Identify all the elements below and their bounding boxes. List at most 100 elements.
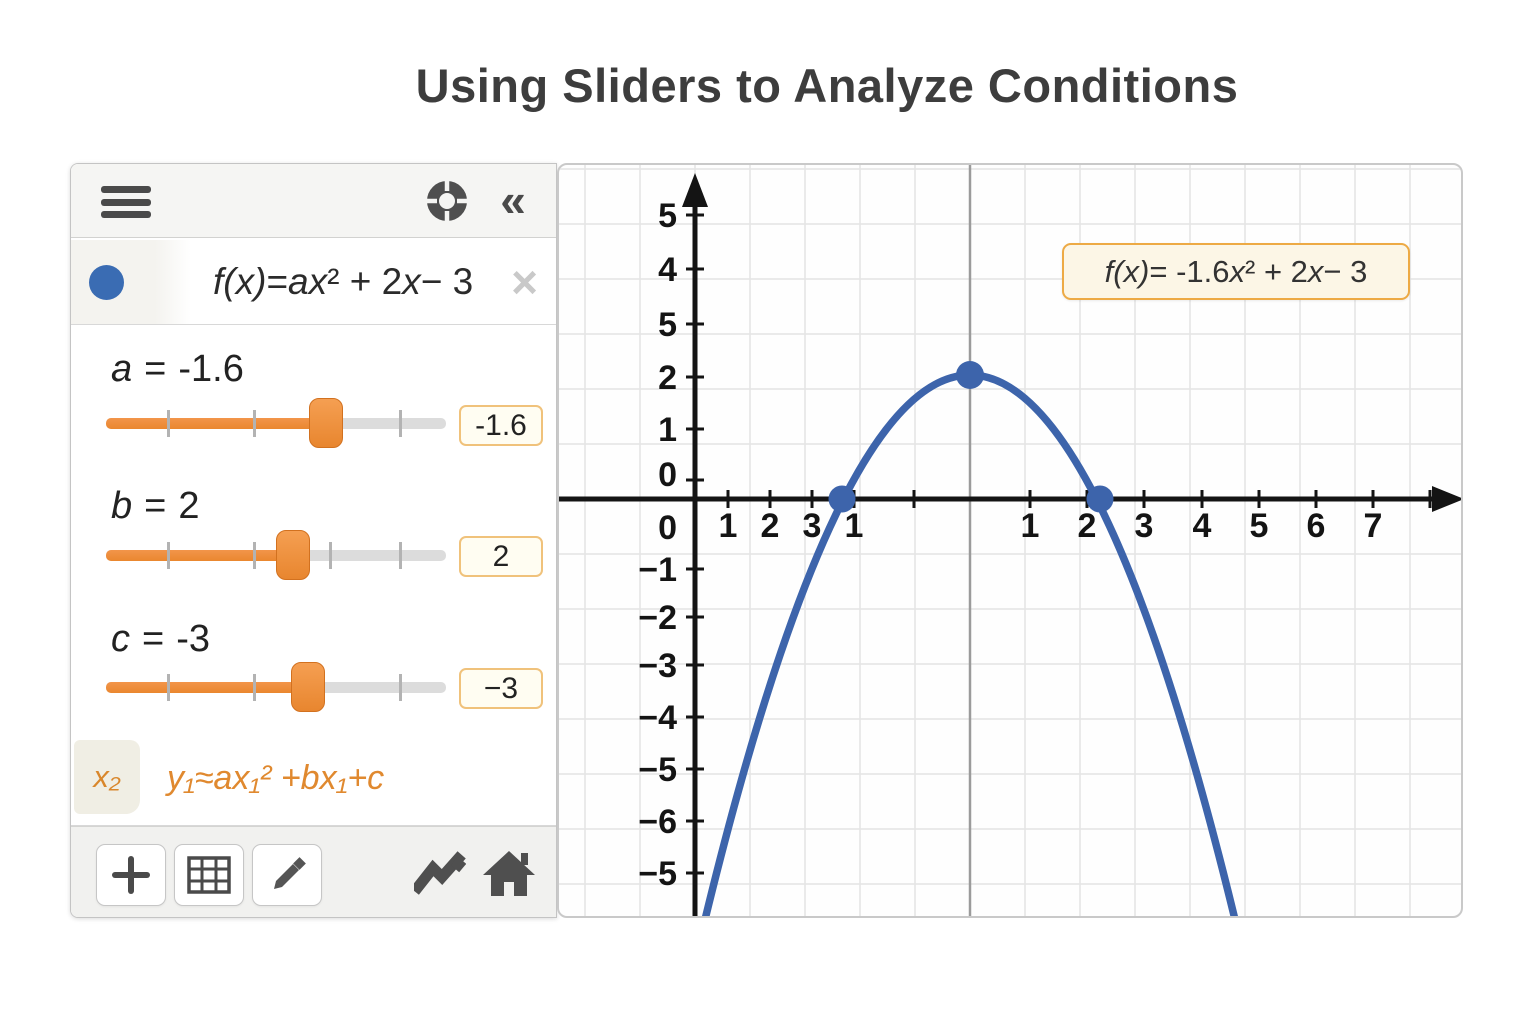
- collapse-panel-icon[interactable]: «: [500, 174, 526, 226]
- slider-c-var: c: [111, 618, 130, 660]
- x-tick-label: 3: [803, 507, 822, 545]
- math-part: ax: [288, 260, 328, 302]
- page-title: Using Sliders to Analyze Conditions: [415, 59, 1239, 112]
- gear-icon[interactable]: [423, 177, 471, 225]
- slider-tick: [399, 674, 402, 701]
- edit-pencil-button[interactable]: [252, 844, 322, 906]
- expression-y1-math[interactable]: y₁ ≈ ax₁ ² + bx₁ + c: [167, 732, 384, 825]
- vertex-point[interactable]: [956, 361, 984, 389]
- math-part: f(x): [213, 260, 267, 302]
- y-tick-label: −3: [638, 647, 677, 685]
- slider-tick: [167, 410, 170, 437]
- expression-row-y1[interactable]: x₂ y₁ ≈ ax₁ ² + bx₁ + c: [71, 732, 556, 826]
- y-axis-arrowhead: [682, 173, 708, 207]
- slider-b-label: b = 2: [111, 485, 199, 528]
- math-part: ² + 2: [1245, 253, 1308, 289]
- math-part: x: [1229, 253, 1246, 289]
- math-part: =: [266, 260, 289, 302]
- slider-tick: [253, 542, 256, 569]
- math-part: ax₁: [213, 759, 261, 797]
- menu-icon[interactable]: [101, 186, 151, 218]
- x-tick-label: 1: [845, 507, 864, 545]
- math-part: ² +: [260, 759, 301, 797]
- page-title-wrap: Using Sliders to Analyze Conditions: [0, 58, 1536, 113]
- x-tick-label: 1: [719, 507, 738, 545]
- math-part: = -1.6: [1149, 253, 1230, 289]
- x-tick-label: 4: [1193, 507, 1212, 545]
- slider-b-var: b: [111, 485, 133, 527]
- table-button[interactable]: [174, 844, 244, 906]
- y-tick-label: 1: [658, 411, 677, 449]
- x2-tab[interactable]: x₂: [74, 740, 140, 814]
- slider-tick: [167, 674, 170, 701]
- x-tick-label: 6: [1307, 507, 1326, 545]
- y-tick-label: 4: [658, 251, 677, 289]
- graph-canvas[interactable]: 1 2 3 1 1 2 3 4 5 6 7 5 4 5 2 1 0 0 −1 −…: [557, 163, 1463, 918]
- y-tick-label: 2: [658, 359, 677, 397]
- close-icon[interactable]: ×: [511, 255, 538, 308]
- plot-color-circle-icon[interactable]: [89, 264, 124, 300]
- math-part: y₁: [167, 759, 195, 797]
- panel-header: «: [71, 164, 556, 238]
- y-tick-label: 5: [658, 197, 677, 235]
- slider-b-fill: [106, 550, 293, 561]
- slider-a-var: a: [111, 348, 133, 390]
- slider-a-eq: =: [144, 348, 167, 390]
- slider-b-eq: =: [144, 485, 167, 527]
- y-tick-label: 0: [658, 509, 677, 547]
- y-tick-label: −2: [638, 599, 677, 637]
- math-part: f(x): [1104, 253, 1150, 289]
- math-part: − 3: [420, 260, 474, 302]
- math-part: − 3: [1323, 253, 1368, 289]
- slider-a-fill: [106, 418, 326, 429]
- y-tick-label: −1: [638, 551, 677, 589]
- math-part: bx₁: [300, 759, 348, 797]
- slider-a-valuebox[interactable]: -1.6: [459, 405, 543, 446]
- slider-a-handle[interactable]: [309, 398, 343, 448]
- y-tick-label: 5: [658, 306, 677, 344]
- slider-a-value-text: -1.6: [178, 348, 244, 390]
- add-expression-button[interactable]: [96, 844, 166, 906]
- y-tick-labels: 5 4 5 2 1 0 0 −1 −2 −3 −4 −5 −6 −5: [638, 197, 677, 893]
- graph-trend-icon[interactable]: [410, 851, 467, 900]
- slider-a-label: a = -1.6: [111, 348, 244, 391]
- marked-points: [828, 361, 1114, 513]
- slider-c-label: c = -3: [111, 618, 210, 661]
- math-part: ² + 2: [327, 260, 403, 302]
- math-part: x: [402, 260, 421, 302]
- axes: [559, 191, 1439, 916]
- slider-tick: [399, 410, 402, 437]
- slider-tick: [167, 542, 170, 569]
- x-axis-arrowhead: [1432, 486, 1461, 512]
- math-part: +: [347, 759, 368, 797]
- axis-ticks: [686, 213, 1432, 875]
- slider-c-eq: =: [142, 618, 165, 660]
- slider-b-track[interactable]: [106, 530, 446, 580]
- right-intercept-point[interactable]: [1086, 485, 1114, 513]
- slider-b-handle[interactable]: [276, 530, 310, 580]
- slider-b-value-text: 2: [178, 485, 200, 527]
- panel-footer: [71, 826, 556, 917]
- y-tick-label: −4: [638, 699, 677, 737]
- slider-c-fill: [106, 682, 308, 693]
- y-tick-label: −5: [638, 855, 677, 893]
- home-icon[interactable]: [483, 849, 535, 902]
- math-part: c: [367, 759, 385, 797]
- x-tick-labels: 1 2 3 1 1 2 3 4 5 6 7: [719, 507, 1383, 545]
- y-tick-label: 0: [658, 456, 677, 494]
- left-intercept-point[interactable]: [828, 485, 856, 513]
- slider-c-value-text: -3: [176, 618, 210, 660]
- y-tick-label: −6: [638, 803, 677, 841]
- slider-tick: [253, 674, 256, 701]
- slider-a-track[interactable]: [106, 398, 446, 448]
- slider-c-valuebox[interactable]: −3: [459, 668, 543, 709]
- slider-c-handle[interactable]: [291, 662, 325, 712]
- slider-b-valuebox[interactable]: 2: [459, 536, 543, 577]
- x-tick-label: 5: [1250, 507, 1269, 545]
- slider-tick: [399, 542, 402, 569]
- slider-c-track[interactable]: [106, 662, 446, 712]
